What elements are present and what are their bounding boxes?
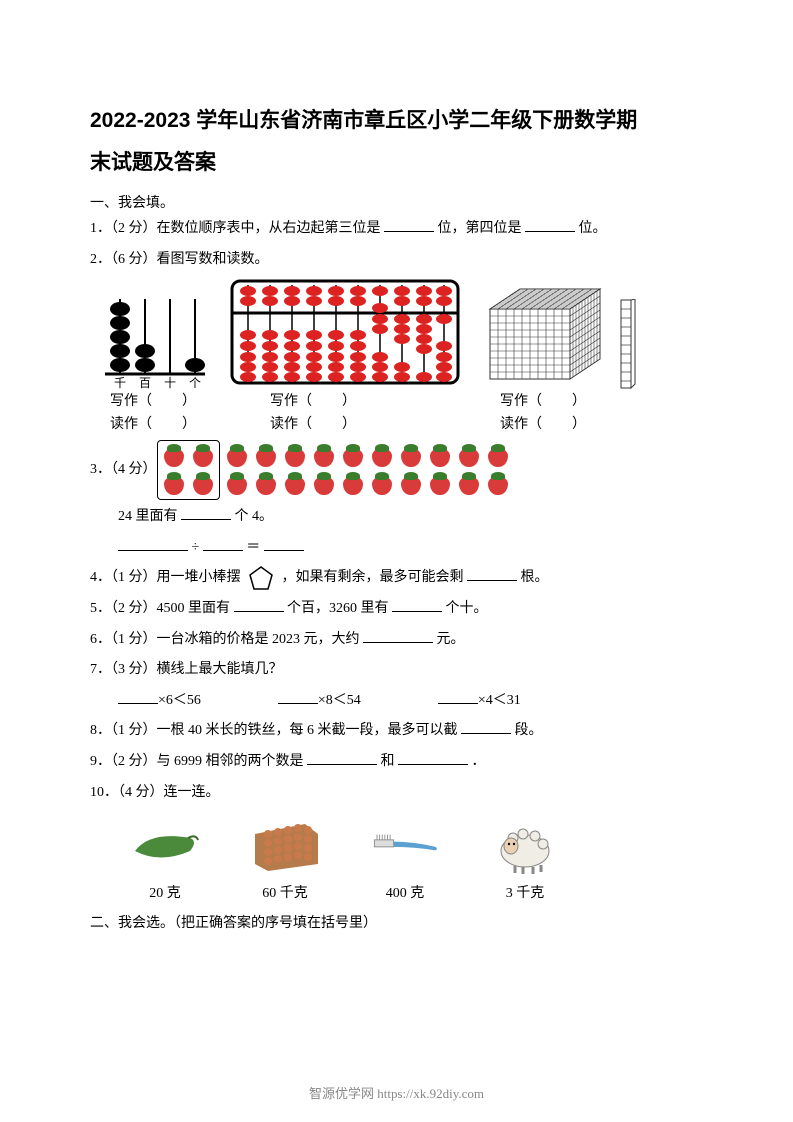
q10-labels-row: 20 克 60 千克 400 克 3 千克 xyxy=(130,882,703,902)
q3-line1: 24 里面有 个 4。 xyxy=(118,504,703,531)
q3-blank-dividend[interactable] xyxy=(118,535,188,550)
strawberry-icon xyxy=(340,443,366,469)
title-line-2: 末试题及答案 xyxy=(90,142,703,184)
section-1-heading: 一、我会填。 xyxy=(90,192,703,212)
q7-blank-1[interactable] xyxy=(118,688,158,703)
q3-blank-quotient[interactable] xyxy=(264,535,304,550)
suanpan-icon xyxy=(230,279,460,389)
strawberry-icon xyxy=(369,443,395,469)
title-line-1: 2022-2023 学年山东省济南市章丘区小学二年级下册数学期 xyxy=(90,100,703,142)
q1-blank-1[interactable] xyxy=(384,217,434,232)
question-6: 6．（1 分）一台冰箱的价格是 2023 元，大约 元。 xyxy=(90,627,703,654)
q10-label-1: 20 克 xyxy=(130,882,200,902)
strawberry-icon xyxy=(190,471,216,497)
page-title: 2022-2023 学年山东省济南市章丘区小学二年级下册数学期 末试题及答案 xyxy=(90,100,703,184)
question-2: 2．（6 分）看图写数和读数。 xyxy=(90,247,703,274)
question-10: 10．（4 分）连一连。 xyxy=(90,780,703,807)
strawberry-icon xyxy=(224,443,250,469)
strawberry-icon xyxy=(340,471,366,497)
toothbrush-icon xyxy=(370,831,440,861)
q2-write-1: 写作（ xyxy=(110,394,152,409)
cucumber-icon xyxy=(130,826,200,866)
q2-figures-row: 千 百 十 个 xyxy=(100,279,703,389)
abacus-small-icon: 千 百 十 个 xyxy=(100,279,210,389)
q9-blank-2[interactable] xyxy=(398,750,468,765)
egg-tray-icon xyxy=(250,819,320,874)
q10-label-3: 400 克 xyxy=(370,882,440,902)
thousand-cube-icon xyxy=(480,279,610,389)
ten-bar-icon xyxy=(620,299,636,389)
q2-labels-row: 写作（） 读作（） 写作（） 读作（） 写作（） 读作（） xyxy=(110,391,703,436)
q5-blank-2[interactable] xyxy=(392,597,442,612)
q5-blank-1[interactable] xyxy=(234,597,284,612)
strawberry-icon xyxy=(456,471,482,497)
q10-label-2: 60 千克 xyxy=(250,882,320,902)
strawberry-icon xyxy=(485,443,511,469)
q2-read-1: 读作（ xyxy=(110,417,152,432)
strawberry-icon xyxy=(224,471,250,497)
strawberry-icon xyxy=(161,443,187,469)
abacus-label-ge: 个 xyxy=(189,376,201,389)
q1-prefix: 1．（2 分）在数位顺序表中，从右边起第三位是 xyxy=(90,221,381,236)
q4-blank[interactable] xyxy=(467,566,517,581)
q10-label-4: 3 千克 xyxy=(490,882,560,902)
question-8: 8．（1 分）一根 40 米长的铁丝，每 6 米截一段，最多可以截 段。 xyxy=(90,718,703,745)
q6-blank[interactable] xyxy=(363,627,433,642)
q8-blank[interactable] xyxy=(461,719,511,734)
question-5: 5．（2 分）4500 里面有 个百，3260 里有 个十。 xyxy=(90,596,703,623)
q1-blank-2[interactable] xyxy=(525,217,575,232)
question-7: 7．（3 分）横线上最大能填几？ xyxy=(90,657,703,684)
q2-write-3: 写作（ xyxy=(500,394,542,409)
q7-expressions: ×6＜56 ×8＜54 ×4＜31 xyxy=(118,688,703,715)
strawberry-icon xyxy=(282,443,308,469)
strawberry-icon xyxy=(485,471,511,497)
q1-suffix: 位。 xyxy=(579,221,607,236)
page-footer: 智源优学网 https://xk.92diy.com xyxy=(0,1083,793,1102)
abacus-label-shi: 十 xyxy=(164,376,176,389)
abacus-label-qian: 千 xyxy=(114,376,126,389)
abacus-label-bai: 百 xyxy=(139,376,151,389)
q2-write-2: 写作（ xyxy=(270,394,312,409)
q3-line2: ÷ ＝ xyxy=(118,535,703,562)
strawberry-group-box xyxy=(157,440,220,500)
strawberry-icon xyxy=(427,443,453,469)
q10-images-row xyxy=(130,816,703,876)
strawberry-icon xyxy=(253,443,279,469)
q1-mid: 位，第四位是 xyxy=(438,221,522,236)
strawberry-icon xyxy=(427,471,453,497)
q3-prefix: 3．（4 分） xyxy=(90,457,157,484)
strawberry-icon xyxy=(161,471,187,497)
strawberry-icon xyxy=(398,443,424,469)
q7-blank-2[interactable] xyxy=(278,688,318,703)
strawberry-icon xyxy=(456,443,482,469)
strawberry-icon xyxy=(311,443,337,469)
strawberry-icon xyxy=(253,471,279,497)
strawberry-icon xyxy=(369,471,395,497)
question-3: 3．（4 分） xyxy=(90,440,703,500)
question-9: 9．（2 分）与 6999 相邻的两个数是 和 ． xyxy=(90,749,703,776)
strawberry-icon xyxy=(398,471,424,497)
question-1: 1．（2 分）在数位顺序表中，从右边起第三位是 位，第四位是 位。 xyxy=(90,216,703,243)
section-2-heading: 二、我会选。（把正确答案的序号填在括号里） xyxy=(90,912,703,932)
question-4: 4．（1 分）用一堆小棒摆 ，如果有剩余，最多可能会剩 根。 xyxy=(90,565,703,592)
pentagon-icon xyxy=(248,565,274,591)
q3-blank-divisor[interactable] xyxy=(203,535,243,550)
q2-read-2: 读作（ xyxy=(270,417,312,432)
q9-blank-1[interactable] xyxy=(307,750,377,765)
q7-blank-3[interactable] xyxy=(438,688,478,703)
q2-read-3: 读作（ xyxy=(500,417,542,432)
strawberry-icon xyxy=(311,471,337,497)
strawberry-icon xyxy=(190,443,216,469)
strawberry-icon xyxy=(282,471,308,497)
q3-blank-1[interactable] xyxy=(181,505,231,520)
sheep-icon xyxy=(493,816,558,876)
